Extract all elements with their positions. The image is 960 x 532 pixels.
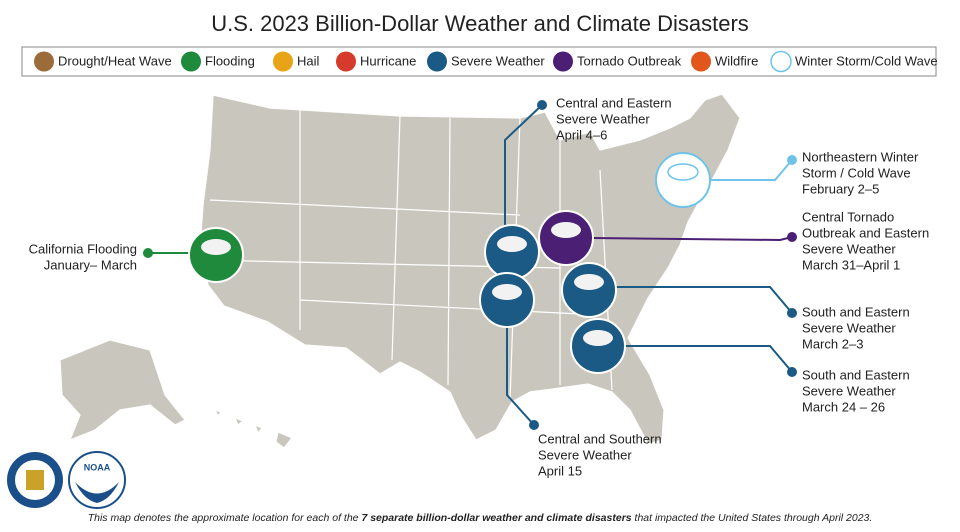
event-label: March 31–April 1 xyxy=(802,257,900,272)
leader-dot xyxy=(537,100,547,110)
legend-icon xyxy=(553,51,573,72)
icon-cloud xyxy=(497,236,527,252)
legend-label: Winter Storm/Cold Wave xyxy=(795,53,938,68)
leader-dot xyxy=(787,155,797,165)
event-label: Storm / Cold Wave xyxy=(802,165,911,180)
footer-bold: 7 separate billion-dollar weather and cl… xyxy=(361,512,631,524)
event-label: Central and Southern xyxy=(538,431,662,446)
commerce-seal xyxy=(7,452,63,508)
legend-label: Hail xyxy=(297,53,320,68)
icon-cloud xyxy=(574,274,604,290)
leader-line xyxy=(615,286,793,314)
legend-icon xyxy=(273,51,293,72)
alaska xyxy=(59,339,186,442)
leader-dot xyxy=(787,367,797,377)
legend: Drought/Heat Wave Flooding Hail Hurricane Se… xyxy=(34,50,938,73)
us-mainland xyxy=(199,93,741,445)
event-label: March 2–3 xyxy=(802,336,863,351)
logo-text: NOAA xyxy=(84,462,111,472)
leader-line xyxy=(624,345,793,373)
event-label: Severe Weather xyxy=(802,241,896,256)
event-label: South and Eastern xyxy=(802,367,910,382)
event-label: Severe Weather xyxy=(802,383,896,398)
hawaii xyxy=(213,408,293,449)
icon-cloud xyxy=(667,163,699,181)
legend-icon xyxy=(770,50,792,73)
leader-dot xyxy=(143,248,153,258)
leader-line xyxy=(506,326,535,426)
event-label: January– March xyxy=(44,257,137,272)
legend-label: Tornado Outbreak xyxy=(577,53,682,68)
title: U.S. 2023 Billion-Dollar Weather and Cli… xyxy=(211,11,749,36)
event-label: Severe Weather xyxy=(802,320,896,335)
event-label: Central Tornado xyxy=(802,209,894,224)
event-label: Severe Weather xyxy=(556,111,650,126)
legend-icon xyxy=(427,51,447,72)
event-label: California Flooding xyxy=(29,241,137,256)
legend-label: Severe Weather xyxy=(451,53,545,68)
noaa-logo: NOAA xyxy=(68,451,126,509)
icon-cloud xyxy=(492,284,522,300)
legend-icon xyxy=(691,51,711,72)
event-label: Northeastern Winter xyxy=(802,149,919,164)
event-label: South and Eastern xyxy=(802,304,910,319)
icon-cloud xyxy=(551,222,581,238)
leader-dot xyxy=(529,420,539,430)
event-label: March 24 – 26 xyxy=(802,399,885,414)
icon-cloud xyxy=(583,330,613,346)
legend-label: Hurricane xyxy=(360,53,416,68)
footer-text: that impacted the United States through … xyxy=(632,512,873,524)
legend-icon xyxy=(181,51,201,72)
legend-label: Drought/Heat Wave xyxy=(58,53,172,68)
legend-label: Flooding xyxy=(205,53,255,68)
footer: This map denotes the approximate locatio… xyxy=(88,512,873,524)
icon-cloud xyxy=(201,239,231,255)
leader-line xyxy=(504,104,543,226)
footer-text: This map denotes the approximate locatio… xyxy=(88,512,362,524)
legend-icon xyxy=(34,51,54,72)
leader-dot xyxy=(787,308,797,318)
event-label: Outbreak and Eastern xyxy=(802,225,929,240)
event-label: February 2–5 xyxy=(802,181,879,196)
event-label: April 15 xyxy=(538,463,582,478)
event-label: Severe Weather xyxy=(538,447,632,462)
leader-line xyxy=(709,159,793,181)
event-label: Central and Eastern xyxy=(556,95,672,110)
legend-label: Wildfire xyxy=(715,53,758,68)
leader-dot xyxy=(787,232,797,242)
legend-icon xyxy=(336,51,356,72)
map xyxy=(59,93,741,449)
event-label: April 4–6 xyxy=(556,127,607,142)
